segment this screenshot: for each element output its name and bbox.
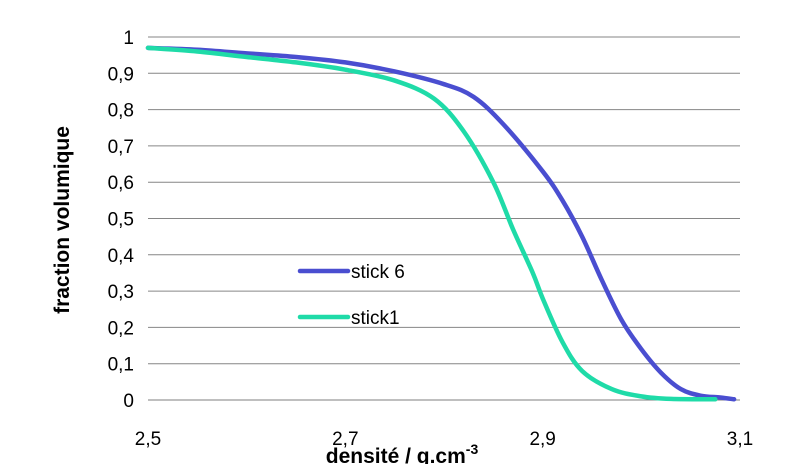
- y-tick-label: 0,7: [108, 137, 134, 158]
- x-tick-label: 2,5: [135, 429, 161, 450]
- legend: stick 6 stick1: [297, 262, 405, 329]
- series-line: [145, 45, 718, 402]
- x-axis-title: densité / g.cm-3: [326, 441, 479, 464]
- series-lines: [145, 45, 737, 402]
- x-tick-label: 2,7: [332, 429, 358, 450]
- series-line: [145, 45, 737, 402]
- x-tick-label: 2,9: [529, 429, 555, 450]
- y-tick-label: 0: [123, 391, 134, 412]
- gridlines: [148, 36, 740, 401]
- x-axis-title-superscript: -3: [466, 441, 479, 457]
- x-axis-title-text: densité / g.cm: [326, 445, 466, 464]
- y-tick-label: 0,4: [108, 246, 135, 267]
- x-tick-labels: 2,5 2,7 2,9 3,1: [135, 429, 753, 450]
- y-axis-title: fraction volumique: [51, 126, 74, 314]
- x-tick-label: 3,1: [727, 429, 753, 450]
- y-tick-labels: 0 0,1 0,2 0,3 0,4 0,5 0,6 0,7 0,8 0,9 1: [108, 28, 135, 412]
- y-tick-label: 1: [123, 28, 134, 49]
- legend-label: stick1: [351, 308, 400, 329]
- y-tick-label: 0,5: [108, 210, 134, 231]
- legend-label: stick 6: [351, 262, 405, 283]
- y-tick-label: 0,2: [108, 318, 134, 339]
- y-tick-label: 0,8: [108, 101, 134, 122]
- y-tick-label: 0,1: [108, 355, 134, 376]
- y-tick-label: 0,3: [108, 282, 134, 303]
- y-tick-label: 0,6: [108, 173, 134, 194]
- y-tick-label: 0,9: [108, 64, 134, 85]
